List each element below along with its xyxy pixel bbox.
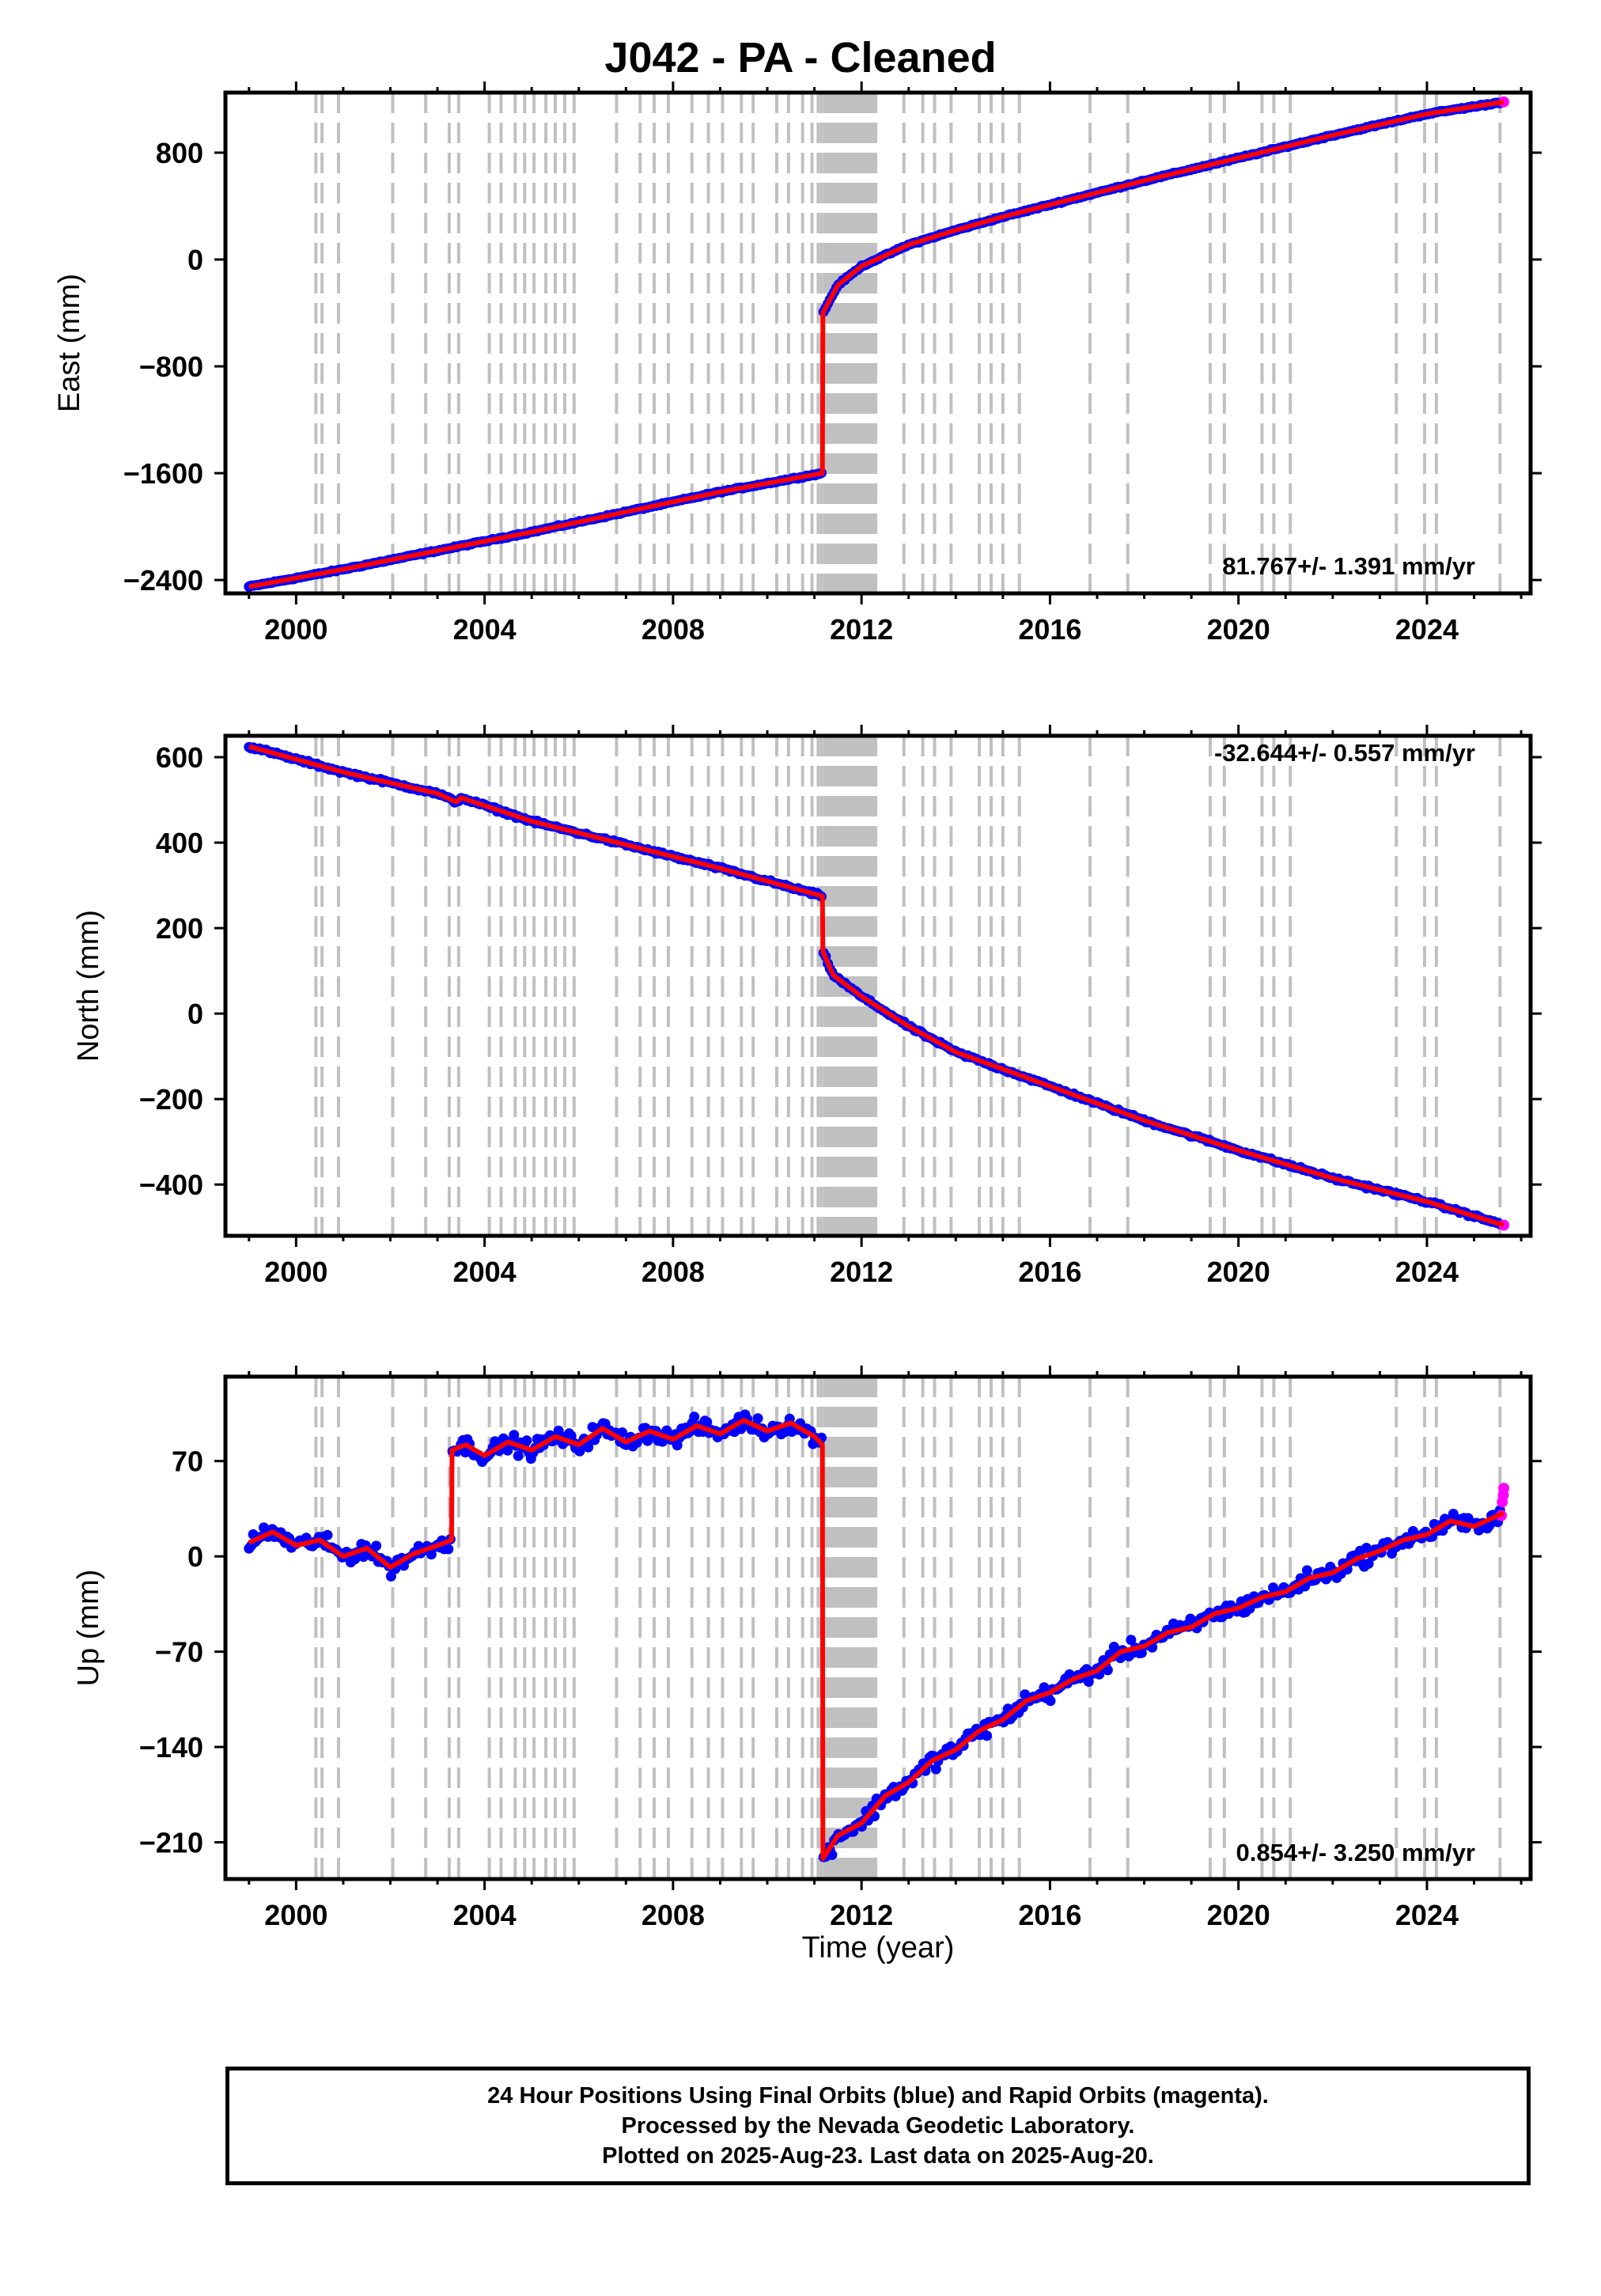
x-tick-label: 2008: [642, 1899, 705, 1931]
final-orbit-point: [509, 1430, 520, 1441]
x-tick-label: 2004: [453, 1256, 517, 1288]
x-tick-label: 2020: [1207, 1899, 1270, 1931]
y-tick-label: −400: [139, 1169, 203, 1201]
x-tick-label: 2008: [642, 613, 705, 646]
x-tick-label: 2012: [830, 613, 893, 646]
final-orbit-point: [752, 1413, 763, 1424]
y-tick-label: 800: [156, 137, 203, 169]
y-tick-label: −70: [155, 1636, 203, 1669]
plot-area-north: [244, 736, 1510, 1236]
rapid-orbit-points-up: [1496, 1483, 1510, 1521]
final-orbit-point: [736, 1423, 747, 1434]
y-tick-label: −800: [139, 350, 203, 383]
rapid-orbit-point: [1498, 1483, 1510, 1495]
final-orbit-point: [1301, 1565, 1312, 1576]
chart-panel-north: 2000 2004 2008 2012 2016 2020 20246004002000−2…: [72, 725, 1542, 1288]
chart-panel-up: 2000 2004 2008 2012 2016 2020 2024 70 0 −70 −140 −2…: [72, 1366, 1542, 1964]
y-axis-north: 600 400 200 0 −200 −400: [139, 741, 1542, 1201]
footer-line-orbits: 24 Hour Positions Using Final Orbits (bl…: [487, 2083, 1269, 2108]
x-tick-label: 2016: [1018, 1256, 1081, 1288]
x-tick-label: 2004: [453, 1899, 517, 1931]
plot-frame: [223, 733, 1533, 1238]
final-orbit-point: [371, 1540, 382, 1552]
y-tick-label: 200: [156, 912, 203, 945]
final-orbit-point: [1102, 1665, 1113, 1676]
final-orbit-point: [443, 1544, 454, 1555]
x-tick-label: 2000: [264, 613, 327, 646]
final-orbit-point: [617, 1427, 628, 1438]
footer-line-processor: Processed by the Nevada Geodetic Laborat…: [621, 2113, 1135, 2139]
x-tick-label: 2012: [830, 1899, 893, 1931]
final-orbit-point: [702, 1416, 713, 1427]
x-axis-east: 2000 2004 2008 2012 2016 2020 2024: [248, 81, 1523, 646]
footer-line-dates: Plotted on 2025-Aug-23. Last data on 202…: [602, 2143, 1154, 2169]
final-orbit-point: [1039, 1682, 1050, 1693]
x-tick-label: 2016: [1018, 613, 1081, 646]
final-orbit-point: [521, 1435, 532, 1446]
x-tick-label: 2020: [1207, 1256, 1270, 1288]
x-tick-label: 2016: [1018, 1899, 1081, 1931]
y-tick-label: −210: [139, 1827, 203, 1859]
x-tick-label: 2008: [642, 1256, 705, 1288]
final-orbit-point: [322, 1529, 333, 1540]
plot-area-up: [244, 1377, 1510, 1879]
x-axis-label: Time (year): [802, 1931, 955, 1964]
x-tick-label: 2012: [830, 1256, 893, 1288]
final-orbit-point: [982, 1730, 993, 1741]
y-axis-label: Up (mm): [72, 1570, 105, 1687]
y-tick-label: 600: [156, 741, 203, 774]
velocity-annotation: -32.644+/- 0.557 mm/yr: [1214, 739, 1475, 767]
plot-area-east: [244, 93, 1510, 593]
x-axis-north: 2000 2004 2008 2012 2016 2020 2024: [248, 725, 1523, 1288]
model-line-north: [248, 744, 1504, 1228]
y-tick-label: 400: [156, 827, 203, 859]
velocity-annotation: 81.767+/- 1.391 mm/yr: [1222, 552, 1475, 580]
y-tick-label: 0: [187, 244, 203, 276]
final-orbit-point: [1126, 1635, 1137, 1646]
final-orbit-point: [930, 1764, 941, 1775]
y-tick-label: −1600: [123, 457, 203, 490]
y-axis-up: 70 0 −70 −140 −210: [139, 1445, 1542, 1859]
x-tick-label: 2024: [1395, 613, 1459, 646]
y-tick-label: 70: [172, 1445, 203, 1478]
x-tick-label: 2024: [1395, 1256, 1459, 1288]
plot-frame: [223, 1374, 1533, 1881]
x-tick-label: 2020: [1207, 613, 1270, 646]
page-title: J042 - PA - Cleaned: [604, 34, 997, 81]
y-tick-label: 0: [187, 998, 203, 1030]
y-tick-label: −200: [139, 1083, 203, 1116]
y-tick-label: 0: [187, 1540, 203, 1573]
y-tick-label: −2400: [123, 564, 203, 597]
velocity-annotation: 0.854+/- 3.250 mm/yr: [1236, 1839, 1475, 1866]
y-axis-east: 800 0 −800 −1600 −2400: [123, 137, 1542, 597]
x-tick-label: 2024: [1395, 1899, 1459, 1931]
plot-frame: [223, 90, 1533, 596]
x-tick-label: 2004: [453, 613, 517, 646]
chart-panel-east: 2000 2004 2008 2012 2016 2020 2024 800 0 −800 −160…: [53, 81, 1542, 646]
y-axis-label: East (mm): [53, 274, 86, 412]
final-orbit-point: [513, 1450, 524, 1461]
x-tick-label: 2000: [264, 1899, 327, 1931]
y-tick-label: −140: [139, 1731, 203, 1764]
final-orbit-point: [1045, 1695, 1056, 1707]
final-orbit-point: [1136, 1647, 1147, 1658]
x-axis-up: 2000 2004 2008 2012 2016 2020 2024: [248, 1366, 1523, 1931]
final-orbit-point: [689, 1411, 700, 1423]
final-orbit-point: [1363, 1558, 1374, 1569]
model-line-up: [248, 1418, 1505, 1862]
footer-info-box: 24 Hour Positions Using Final Orbits (bl…: [225, 2067, 1531, 2185]
model-line-east: [248, 99, 1504, 589]
x-tick-label: 2000: [264, 1256, 327, 1288]
final-orbit-point: [574, 1445, 585, 1457]
y-axis-label: North (mm): [72, 910, 105, 1062]
